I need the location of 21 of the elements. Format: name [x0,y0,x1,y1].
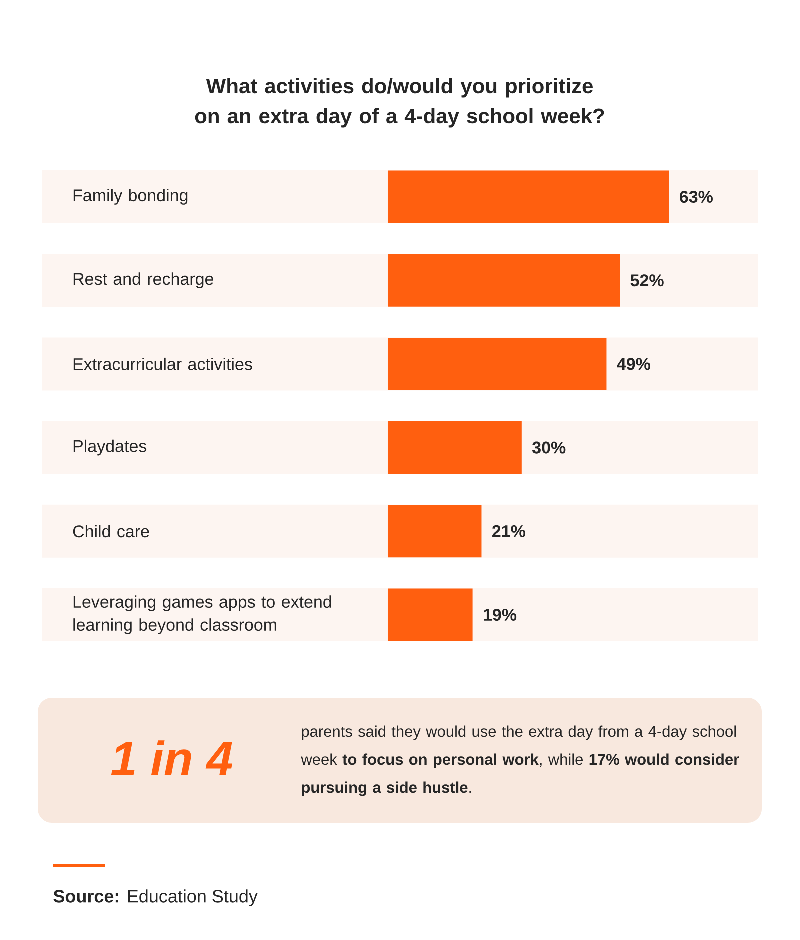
bar [388,254,620,307]
text: 1 in 4 [111,740,233,776]
data-label: 63% [680,190,713,204]
y-tick-label: Leveraging games apps to extend learning beyond classroom [74,596,332,634]
bar [388,338,607,390]
y-tick-label: Rest and recharge [74,272,214,289]
data-label: 30% [532,442,566,454]
data-label: 21% [492,525,526,538]
text: parents said they would use the extra day from a 4-day school week to focus on personal work, while 17% would consider pursuing a side hustle. [301,726,740,796]
bar [388,505,482,558]
bar [388,588,473,642]
data-label: 49% [617,358,650,370]
data-label: 52% [630,274,664,287]
y-tick-label: Family bonding [74,189,188,205]
y-tick-label: Playdates [74,440,147,456]
chart-title: What activities do/would you prioritize on an extra day of a 4-day school week? [195,78,604,128]
y-tick-label: Extracurricular activities [74,358,252,370]
text: Source: Education Study [54,890,258,906]
bar [388,422,522,474]
y-tick-label: Child care [73,525,150,538]
data-label: 19% [484,608,517,622]
